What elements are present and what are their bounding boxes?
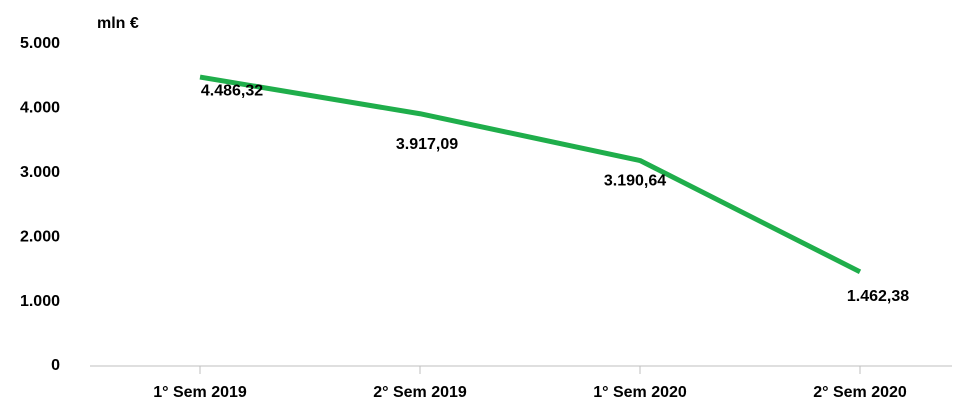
y-tick-label: 2.000 <box>20 228 60 245</box>
y-tick-label: 3.000 <box>20 164 60 181</box>
x-tick-label: 2° Sem 2020 <box>813 384 907 401</box>
data-label: 3.190,64 <box>604 173 666 190</box>
y-axis-label: mln € <box>97 15 139 32</box>
line <box>199 74 862 275</box>
data-label: 1.462,38 <box>847 288 909 305</box>
x-tick-label: 1° Sem 2020 <box>593 384 687 401</box>
y-tick-label: 0 <box>51 357 60 374</box>
y-tick-label: 1.000 <box>20 293 60 310</box>
x-tick-label: 1° Sem 2019 <box>153 384 247 401</box>
y-tick-label: 4.000 <box>20 100 60 117</box>
data-label: 4.486,32 <box>201 82 263 99</box>
x-tick-label: 2° Sem 2019 <box>373 384 467 401</box>
y-tick-label: 5.000 <box>20 35 60 52</box>
data-label: 3.917,09 <box>396 136 458 153</box>
